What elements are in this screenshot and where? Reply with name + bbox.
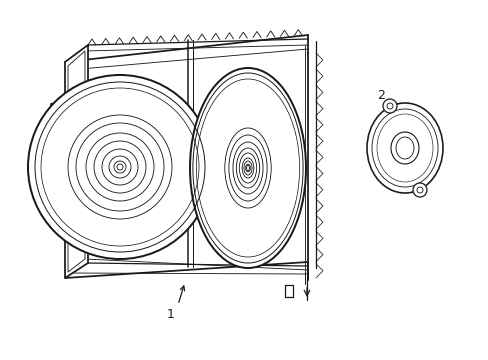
Ellipse shape [366,103,442,193]
Circle shape [386,103,392,109]
Circle shape [382,99,396,113]
Circle shape [416,187,422,193]
Ellipse shape [390,132,418,164]
Text: 2: 2 [376,89,384,102]
Polygon shape [65,45,88,278]
Circle shape [412,183,426,197]
Ellipse shape [28,75,212,259]
Ellipse shape [190,68,305,268]
Text: 1: 1 [167,307,175,320]
